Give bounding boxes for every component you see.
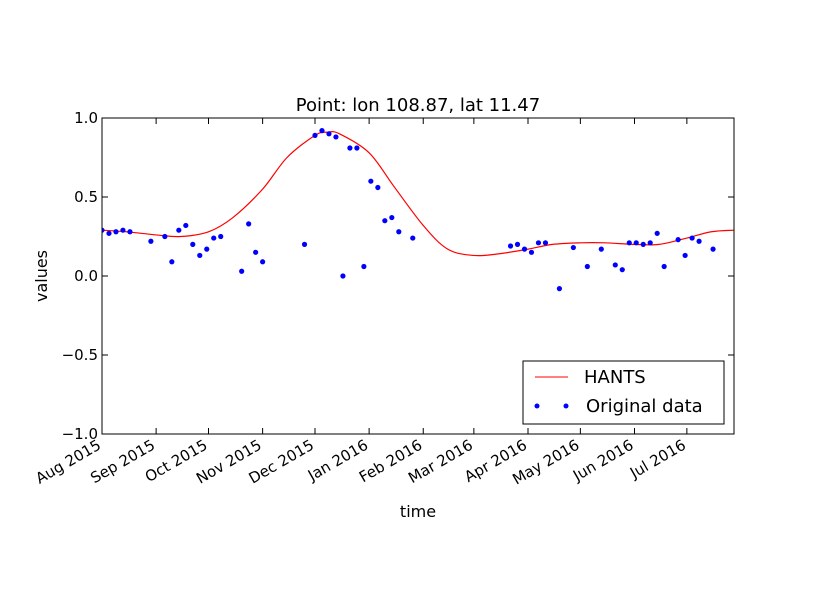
data-point-original [382, 218, 388, 224]
data-point-original [389, 214, 395, 221]
series-layer [102, 128, 734, 292]
data-point-original [169, 259, 175, 265]
y-tick-label: 1.0 [74, 109, 98, 127]
data-point-original [211, 235, 217, 241]
data-point-original [260, 259, 266, 265]
data-point-original [584, 263, 590, 270]
data-point-original [570, 244, 576, 251]
data-point-original [333, 134, 339, 140]
legend-label-hants: HANTS [584, 367, 646, 388]
data-point-original [197, 252, 203, 259]
data-point-original [626, 240, 632, 246]
y-tick-label: −0.5 [62, 346, 98, 364]
data-point-original [361, 263, 367, 270]
data-point-original [218, 233, 224, 240]
data-point-original [710, 246, 716, 252]
x-axis-label: time [400, 502, 436, 521]
y-tick-label: 0.0 [74, 267, 98, 285]
data-point-original [528, 249, 535, 255]
legend-original-marker-1 [534, 403, 540, 409]
data-point-original [204, 246, 210, 252]
data-point-original [675, 237, 681, 243]
chart-title: Point: lon 108.87, lat 11.47 [296, 95, 540, 116]
data-point-original [619, 267, 625, 273]
data-point-original [239, 268, 245, 274]
data-point-original [542, 240, 549, 246]
data-point-original [340, 273, 346, 279]
data-point-original [301, 241, 308, 247]
legend-label-original-data: Original data [586, 396, 703, 417]
data-point-original [375, 184, 381, 191]
data-point-original [102, 227, 105, 233]
data-point-original [354, 145, 360, 151]
data-point-original [319, 128, 325, 134]
legend-box [522, 360, 725, 425]
data-point-original [689, 235, 695, 241]
x-tick-label: Jul 2016 [626, 436, 689, 483]
data-point-original [190, 241, 196, 247]
x-tick-label: Jun 2016 [569, 436, 636, 485]
data-point-original [113, 229, 119, 235]
data-point-original [556, 286, 563, 292]
data-point-original [647, 240, 653, 246]
data-point-original [654, 230, 660, 236]
data-point-original [106, 230, 112, 236]
data-point-original [120, 227, 126, 233]
data-point-original [633, 240, 639, 246]
data-point-original [396, 229, 402, 235]
data-point-original [253, 249, 259, 255]
plot-frame [101, 117, 735, 435]
data-point-original [410, 235, 416, 241]
data-point-original [661, 263, 667, 270]
data-point-original [347, 145, 353, 151]
legend: HANTS Original data [522, 360, 725, 425]
data-point-original [312, 132, 318, 138]
data-point-original [246, 221, 252, 227]
data-point-original [183, 222, 189, 229]
data-point-original [148, 238, 154, 244]
data-point-original [682, 252, 688, 259]
data-point-original [612, 262, 618, 268]
data-point-original [535, 240, 542, 246]
data-point-original [696, 238, 702, 244]
y-tick-label: 0.5 [74, 188, 98, 206]
data-point-original [326, 131, 332, 137]
data-point-original [521, 246, 528, 252]
data-point-original [368, 178, 374, 184]
data-point-original [176, 227, 182, 233]
data-point-original [514, 241, 521, 247]
legend-original-marker-2 [563, 403, 569, 409]
data-point-original [507, 243, 514, 249]
data-point-original [162, 233, 168, 240]
series-line-hants [102, 131, 734, 257]
data-point-original [127, 229, 133, 235]
y-tick-label: −1.0 [62, 425, 98, 443]
data-point-original [598, 246, 604, 252]
data-point-original [640, 241, 646, 247]
y-axis-label: values [32, 250, 51, 302]
